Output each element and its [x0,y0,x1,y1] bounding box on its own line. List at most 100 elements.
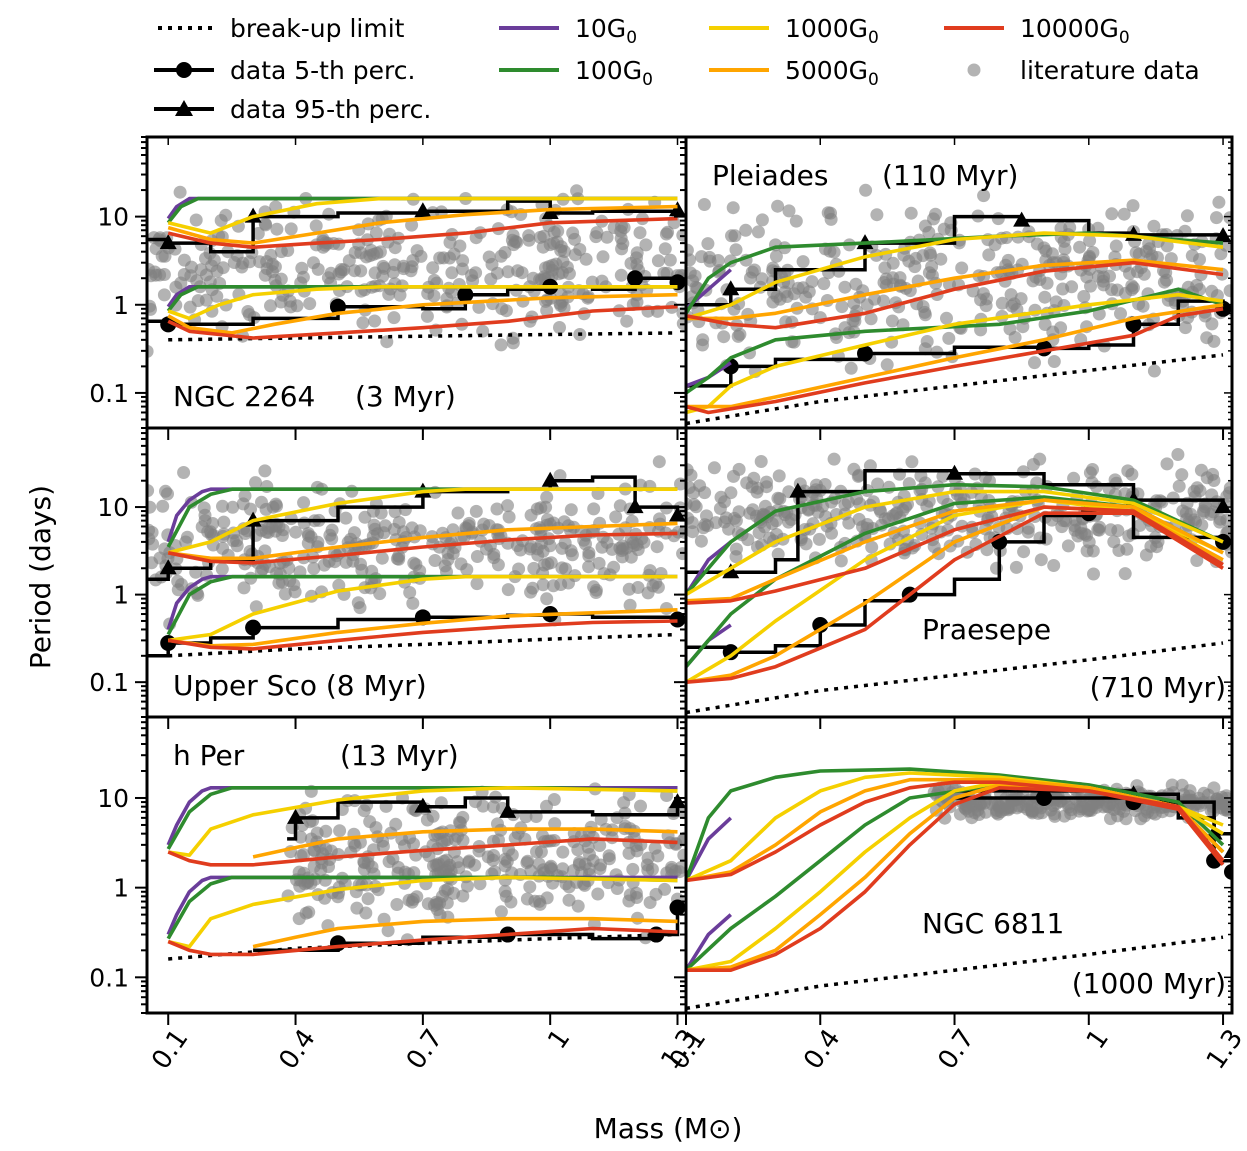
scatter-point [397,262,411,276]
scatter-point [494,905,508,919]
scatter-point [1001,253,1015,267]
p95-marker [669,793,686,809]
p5-marker [669,899,686,916]
scatter-point [303,297,317,311]
scatter-point [1009,560,1023,574]
scatter-point [718,495,731,509]
p5-marker [457,286,474,303]
scatter-point [334,263,348,276]
scatter-point [587,502,601,516]
p5-marker [329,298,346,315]
x-tick-label: 0.1 [146,1024,194,1075]
scatter-point [532,857,546,871]
scatter-point [613,541,627,555]
scatter-point [270,222,284,236]
scatter-point [318,891,332,905]
scatter-point [147,484,155,498]
p5-marker [648,926,665,943]
p95-line [287,796,680,841]
g10000-upper-curve [167,837,678,867]
g1000-upper-curve [167,786,678,857]
scatter-point [290,873,303,887]
scatter-point [703,254,717,268]
scatter-point [729,243,743,257]
p5-marker [245,619,262,636]
scatter-point [451,506,465,520]
scatter-point [651,849,665,863]
scatter-point [348,246,362,259]
legend-item-g1000: 1000G0 [709,14,879,48]
scatter-point [540,891,554,905]
scatter-point [544,556,558,570]
scatter-point [455,262,469,276]
scatter-point [445,266,459,280]
scatter-point [426,261,440,275]
scatter-point [446,547,460,560]
scatter-point [934,252,948,266]
scatter-point [1092,523,1106,537]
scatter-point [339,511,353,525]
p95-marker [1214,227,1232,243]
plot-area [147,455,686,658]
scatter-point [1059,514,1073,528]
scatter-point [582,560,596,574]
scatter-point [179,535,193,549]
scatter-point [288,585,302,599]
scatter-point [264,299,277,313]
scatter-point [348,264,361,278]
scatter-point [1104,812,1117,826]
scatter-point [389,817,403,831]
scatter-point [284,222,298,236]
scatter-point [494,249,508,263]
panel-label: (13 Myr) [340,739,459,772]
scatter-point [376,834,390,848]
g5000-upper-curve [167,521,678,561]
scatter-point [1210,211,1223,225]
g10000-upper-curve [686,260,1224,330]
scatter-point [925,269,939,282]
g1000-upper-curve [167,196,678,235]
scatter-point [297,848,311,862]
scatter-point [589,230,603,244]
legend-label: literature data [1020,56,1200,85]
literature-scatter [147,455,686,631]
scatter-point [745,480,759,494]
scatter-point [942,331,956,345]
y-tick-label: 1 [113,581,129,610]
scatter-point [651,254,665,268]
scatter-point [357,804,371,818]
scatter-point [369,821,383,835]
panel-label: (110 Myr) [882,159,1018,192]
legend-label: data 5-th perc. [230,56,415,85]
scatter-point [260,255,274,269]
scatter-point [522,229,536,243]
scatter-point [732,505,746,519]
scatter-point [877,276,891,289]
scatter-point [255,495,268,509]
legend-item-g10000: 10000G0 [944,14,1130,48]
scatter-point [1028,356,1041,370]
scatter-point [649,576,663,590]
g10000-lower-curve [167,619,678,651]
scatter-point [562,893,576,907]
scatter-point [1125,467,1139,481]
scatter-point [540,592,554,606]
g10000-lower-curve [167,926,678,957]
scatter-point [171,583,185,597]
scatter-point [1118,567,1132,581]
y-tick-label: 0.1 [89,379,129,408]
scatter-point [587,580,601,594]
panel-label: (1000 Myr) [1072,967,1226,1000]
scatter-point [534,845,548,859]
scatter-point [1058,242,1072,256]
scatter-point [147,262,155,276]
scatter-point [754,455,768,468]
scatter-point [515,266,529,280]
p95-marker [1205,824,1223,840]
p5-marker [1224,863,1232,880]
scatter-point [882,512,895,526]
p95-marker [541,203,559,219]
scatter-point [325,532,339,546]
scatter-point [595,274,609,288]
panels: 0.1 1 10 NGC 2264 (3 Myr) Pleiades (110 Myr) 0.… [89,135,1247,1075]
